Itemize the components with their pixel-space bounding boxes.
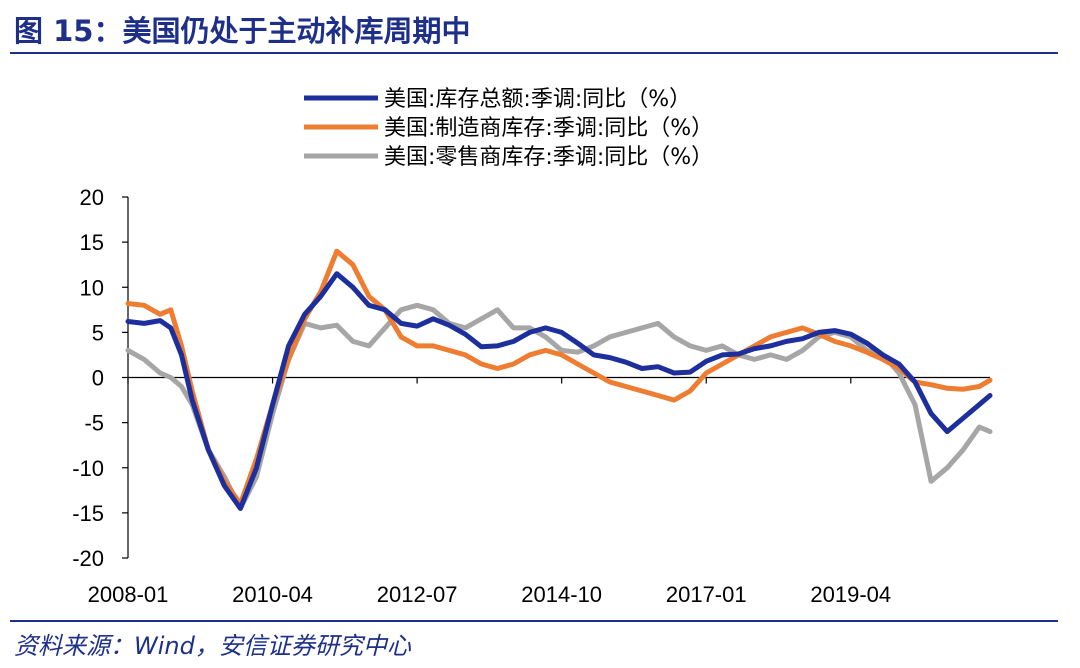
title-divider: [10, 52, 1058, 54]
source-divider: [10, 620, 1058, 622]
y-tick-label: 0: [92, 366, 104, 391]
x-tick-label: 2010-04: [232, 582, 313, 607]
series-line-3: [125, 302, 993, 511]
y-tick-label: -15: [72, 501, 104, 526]
x-tick-label: 2008-01: [88, 582, 169, 607]
y-tick-label: 5: [92, 320, 104, 345]
figure-title: 图 15：美国仍处于主动补库周期中: [14, 14, 471, 48]
x-tick-label: 2014-10: [521, 582, 602, 607]
x-tick-label: 2012-07: [377, 582, 458, 607]
legend-label-1: 美国:库存总额:季调:同比（%）: [384, 87, 691, 112]
source-note: 资料来源：Wind，安信证券研究中心: [14, 632, 411, 660]
chart-legend: 美国:库存总额:季调:同比（%） 美国:制造商库存:季调:同比（%） 美国:零售商库…: [304, 87, 713, 170]
series-line-1: [125, 271, 993, 511]
y-tick-label: 10: [80, 275, 104, 300]
y-tick-label: -5: [84, 411, 104, 436]
legend-label-3: 美国:零售商库存:季调:同比（%）: [384, 145, 713, 170]
x-tick-label: 2019-04: [810, 582, 891, 607]
y-tick-label: -20: [72, 546, 104, 571]
y-tick-label: 20: [80, 185, 104, 210]
legend-label-2: 美国:制造商库存:季调:同比（%）: [384, 116, 713, 141]
y-tick-label: 15: [80, 230, 104, 255]
chart-series: [125, 248, 993, 511]
chart-axes: 20 15 10 5 0 -5 -10 -15 -20 2008-01 2010-04 2012-07…: [72, 185, 990, 607]
y-tick-label: -10: [72, 456, 104, 481]
x-tick-label: 2017-01: [666, 582, 747, 607]
